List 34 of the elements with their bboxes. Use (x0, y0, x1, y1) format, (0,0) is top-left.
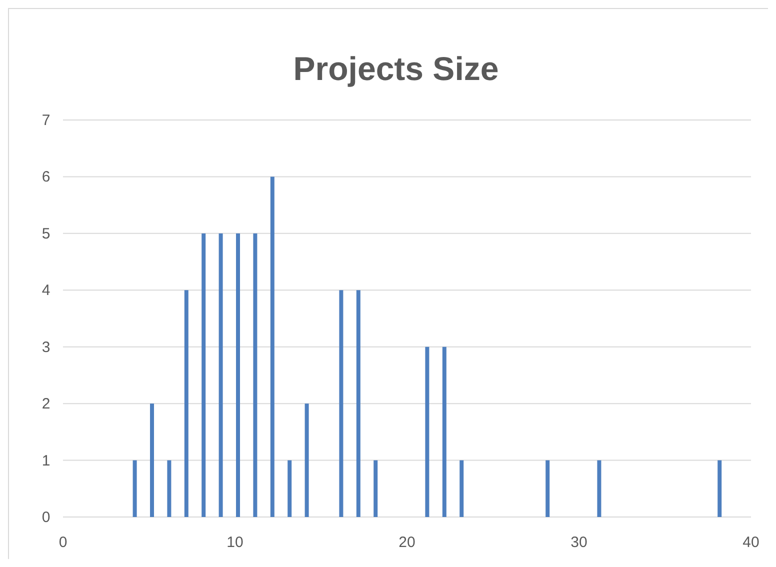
bar (270, 176, 274, 517)
bar (218, 233, 223, 517)
chart-title: Projects Size (293, 50, 499, 87)
x-tick-label: 0 (58, 534, 68, 551)
bar (150, 404, 154, 517)
bar (253, 233, 258, 517)
bar (374, 460, 378, 517)
bar (132, 460, 137, 517)
bar (597, 460, 602, 517)
bar (356, 290, 360, 517)
y-tick-label: 1 (42, 452, 50, 470)
y-tick-label: 5 (42, 225, 50, 242)
bar (288, 460, 292, 517)
bar (184, 290, 188, 517)
bar (167, 460, 172, 517)
x-tick-label: 30 (570, 534, 588, 551)
y-tick-label: 6 (42, 168, 50, 186)
bar (460, 460, 464, 517)
x-tick-label: 10 (226, 534, 244, 551)
y-tick-label: 7 (42, 112, 50, 129)
y-tick-label: 3 (42, 338, 50, 356)
bar (546, 460, 550, 517)
bar (202, 233, 206, 517)
y-tick-label: 4 (42, 282, 50, 300)
bar (304, 404, 309, 517)
x-tick-label: 20 (398, 534, 416, 551)
y-tick-label: 2 (42, 396, 50, 413)
bar (425, 346, 430, 517)
x-tick-label: 40 (742, 534, 760, 551)
bar (718, 460, 722, 517)
y-tick-label: 0 (42, 509, 50, 526)
bar (442, 346, 446, 517)
bar (339, 290, 344, 517)
bar (236, 233, 240, 517)
